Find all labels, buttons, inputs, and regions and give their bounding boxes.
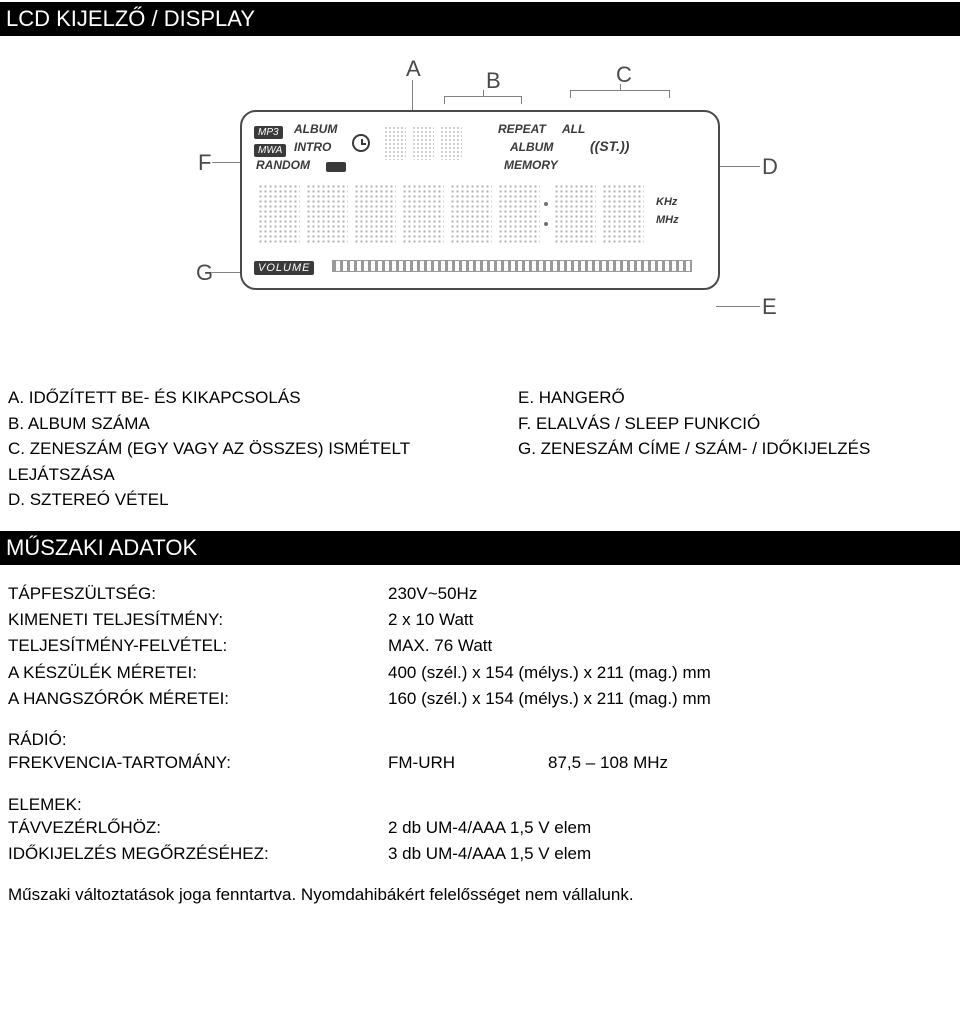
lcd-diagram: A B C D E F G MP3 MWA ALBUM INTRO RANDOM bbox=[150, 50, 810, 350]
footer-note: Műszaki változtatások joga fenntartva. N… bbox=[0, 885, 960, 905]
spec-label: A HANGSZÓRÓK MÉRETEI: bbox=[8, 686, 388, 712]
digit-large bbox=[402, 184, 444, 244]
lcd-diagram-wrap: A B C D E F G MP3 MWA ALBUM INTRO RANDOM bbox=[0, 50, 960, 355]
lcd-label-khz: KHz bbox=[656, 196, 677, 208]
volume-bar bbox=[332, 260, 692, 272]
digit-small bbox=[384, 126, 406, 160]
section-header-specs: MŰSZAKI ADATOK bbox=[0, 531, 960, 565]
callout-A: A bbox=[406, 56, 421, 82]
legend-item: G. ZENESZÁM CÍME / SZÁM- / IDŐKIJELZÉS bbox=[518, 436, 952, 487]
spec-value: MAX. 76 Watt bbox=[388, 633, 952, 659]
clock-icon bbox=[352, 134, 370, 152]
digit-large bbox=[354, 184, 396, 244]
badge-mp3: MP3 bbox=[254, 122, 283, 140]
colon-dot bbox=[544, 222, 548, 226]
lcd-label-album2: ALBUM bbox=[510, 140, 553, 154]
digit-large bbox=[306, 184, 348, 244]
digit-large bbox=[554, 184, 596, 244]
lcd-label-intro: INTRO bbox=[294, 140, 331, 154]
spec-value: 3 db UM-4/AAA 1,5 V elem bbox=[388, 841, 952, 867]
digit-large bbox=[450, 184, 492, 244]
spec-label: TÁVVEZÉRLŐHÖZ: bbox=[8, 815, 388, 841]
bracket-C bbox=[570, 90, 670, 98]
callout-line bbox=[716, 306, 760, 307]
callout-line bbox=[412, 80, 413, 112]
badge-volume: VOLUME bbox=[254, 258, 314, 276]
callout-G: G bbox=[196, 260, 213, 286]
spec-value: 400 (szél.) x 154 (mélys.) x 211 (mag.) … bbox=[388, 660, 952, 686]
spec-label: TÁPFESZÜLTSÉG: bbox=[8, 581, 388, 607]
freq-col1: FM-URH bbox=[388, 750, 548, 776]
stereo-icon: ((ST.)) bbox=[590, 138, 629, 154]
section-header-display: LCD KIJELZŐ / DISPLAY bbox=[0, 2, 960, 36]
legend-item: A. IDŐZÍTETT BE- ÉS KIKAPCSOLÁS bbox=[8, 385, 518, 411]
freq-col2: 87,5 – 108 MHz bbox=[548, 750, 952, 776]
elemek-section-label: ELEMEK: bbox=[0, 795, 960, 815]
spec-label: A KÉSZÜLÉK MÉRETEI: bbox=[8, 660, 388, 686]
spec-label: KIMENETI TELJESÍTMÉNY: bbox=[8, 607, 388, 633]
legend-item: C. ZENESZÁM (EGY VAGY AZ ÖSSZES) ISMÉTEL… bbox=[8, 436, 518, 487]
legend-item: B. ALBUM SZÁMA bbox=[8, 411, 518, 437]
legend-item: D. SZTEREÓ VÉTEL bbox=[8, 487, 518, 513]
spec-value: 160 (szél.) x 154 (mélys.) x 211 (mag.) … bbox=[388, 686, 952, 712]
digit-large bbox=[258, 184, 300, 244]
legend-item: E. HANGERŐ bbox=[518, 385, 952, 411]
callout-line bbox=[716, 166, 760, 167]
lcd-label-album: ALBUM bbox=[294, 122, 337, 136]
lcd-label-memory: MEMORY bbox=[504, 158, 558, 172]
colon-dot bbox=[544, 202, 548, 206]
callout-F: F bbox=[198, 150, 211, 176]
badge-mwa: MWA bbox=[254, 140, 286, 158]
bracket-B bbox=[444, 96, 522, 104]
spec-value: 230V~50Hz bbox=[388, 581, 952, 607]
callout-D: D bbox=[762, 154, 778, 180]
legend-block: A. IDŐZÍTETT BE- ÉS KIKAPCSOLÁSE. HANGER… bbox=[0, 385, 960, 513]
callout-C: C bbox=[616, 62, 632, 88]
specs-block: TÁPFESZÜLTSÉG:230V~50Hz KIMENETI TELJESÍ… bbox=[0, 581, 960, 713]
lcd-frame: MP3 MWA ALBUM INTRO RANDOM REPEAT ALL AL… bbox=[240, 110, 720, 290]
spec-value: 2 x 10 Watt bbox=[388, 607, 952, 633]
digit-small bbox=[412, 126, 434, 160]
lcd-label-mhz: MHz bbox=[656, 214, 679, 226]
spec-value: 2 db UM-4/AAA 1,5 V elem bbox=[388, 815, 952, 841]
lcd-label-random: RANDOM bbox=[256, 158, 310, 172]
callout-line bbox=[483, 90, 484, 96]
elemek-block: TÁVVEZÉRLŐHÖZ:2 db UM-4/AAA 1,5 V elem I… bbox=[0, 815, 960, 868]
lcd-label-repeat: REPEAT bbox=[498, 122, 546, 136]
callout-line bbox=[620, 84, 621, 90]
legend-item: F. ELALVÁS / SLEEP FUNKCIÓ bbox=[518, 411, 952, 437]
freq-label: FREKVENCIA-TARTOMÁNY: bbox=[8, 750, 388, 776]
legend-item bbox=[518, 487, 952, 513]
spec-label: IDŐKIJELZÉS MEGŐRZÉSÉHEZ: bbox=[8, 841, 388, 867]
digit-large bbox=[498, 184, 540, 244]
lcd-label-all: ALL bbox=[562, 122, 585, 136]
digit-large bbox=[602, 184, 644, 244]
digit-small bbox=[440, 126, 462, 160]
callout-B: B bbox=[486, 68, 501, 94]
radio-section-label: RÁDIÓ: bbox=[0, 730, 960, 750]
spec-label: TELJESÍTMÉNY-FELVÉTEL: bbox=[8, 633, 388, 659]
bed-icon bbox=[326, 162, 346, 172]
callout-E: E bbox=[762, 294, 777, 320]
freq-row: FREKVENCIA-TARTOMÁNY: FM-URH 87,5 – 108 … bbox=[0, 750, 960, 776]
